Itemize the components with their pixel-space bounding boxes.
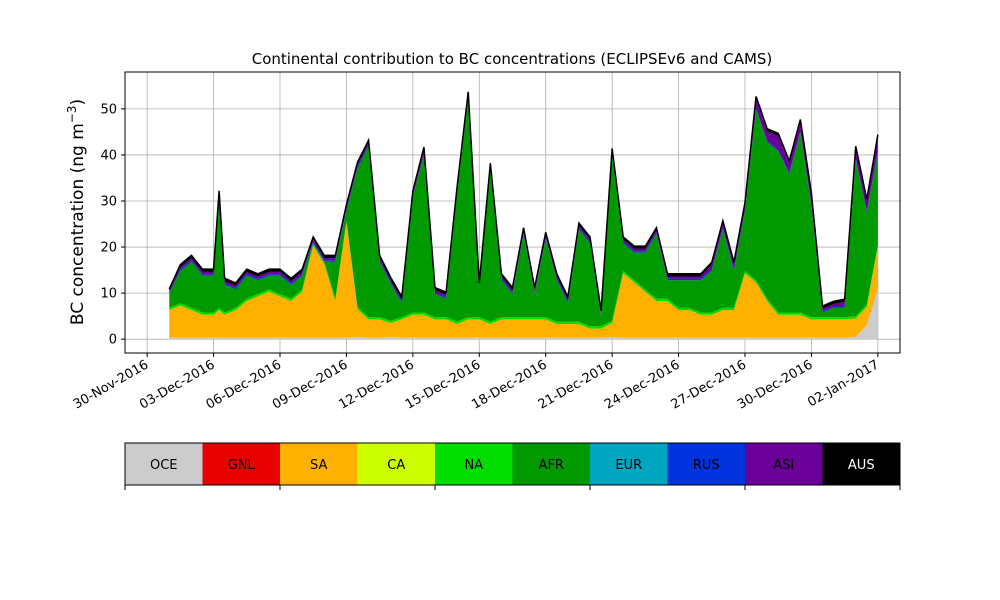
colorbar-swatch-aus: [822, 443, 901, 485]
colorbar-label-rus: RUS: [693, 458, 720, 473]
y-tick-label: 10: [100, 287, 117, 302]
stacked-areas: [169, 91, 878, 340]
y-axis-label: BC concentration (ng m−3): [65, 99, 88, 325]
colorbar-swatch-ca: [357, 443, 436, 485]
colorbar-swatch-asi: [745, 443, 823, 485]
colorbar-frame: [124, 442, 901, 486]
colorbar-swatch-afr: [512, 443, 591, 485]
area-series-afr: [169, 100, 878, 327]
chart-title: Continental contribution to BC concentra…: [252, 50, 773, 68]
colorbar-swatch-gnl: [202, 443, 281, 485]
plot-frame: [124, 71, 901, 354]
colorbar-label-ca: CA: [387, 458, 405, 473]
colorbar-label-afr: AFR: [539, 458, 564, 473]
colorbar-label-sa: SA: [310, 458, 327, 473]
colorbar-swatch-sa: [280, 443, 358, 485]
colorbar-label-oce: OCE: [150, 458, 178, 473]
y-tick-label: 0: [109, 333, 117, 348]
region-colorbar-legend: OCE GNL SA CA NA AFR EUR RUS ASI AUS: [124, 442, 901, 490]
x-tick-label: 30-Dec-2016: [735, 357, 815, 412]
total-line: [168, 91, 879, 311]
colorbar-label-na: NA: [464, 458, 483, 473]
y-axis-label-exponent: −3: [65, 105, 79, 123]
y-tick-label: 50: [100, 102, 117, 117]
colorbar-swatch-eur: [590, 443, 668, 485]
y-axis-label-close: ): [68, 99, 88, 106]
colorbar-label-eur: EUR: [615, 458, 642, 473]
colorbar-label-asi: ASI: [773, 458, 794, 473]
total-outline: [168, 91, 879, 311]
y-tick-label: 30: [100, 194, 117, 209]
colorbar-label-aus: AUS: [848, 458, 875, 473]
colorbar-swatch-rus: [667, 443, 746, 485]
y-axis-ticks: 0 10 20 30 40 50: [100, 102, 125, 348]
x-axis-ticks: 30-Nov-201603-Dec-201606-Dec-201609-Dec-…: [71, 353, 882, 413]
x-tick-label: 02-Jan-2017: [805, 357, 882, 410]
y-tick-label: 40: [100, 148, 117, 163]
area-series-sa: [169, 222, 878, 338]
colorbar-swatch-oce: [125, 443, 203, 485]
colorbar-label-gnl: GNL: [228, 458, 256, 473]
colorbar-swatch-na: [435, 443, 513, 485]
y-axis-label-main: BC concentration (ng m: [68, 123, 88, 325]
y-tick-label: 20: [100, 241, 117, 256]
